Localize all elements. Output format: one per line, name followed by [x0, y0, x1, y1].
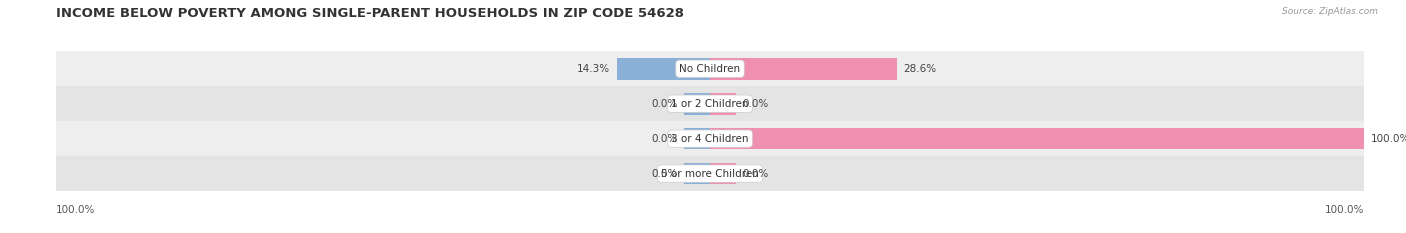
Text: INCOME BELOW POVERTY AMONG SINGLE-PARENT HOUSEHOLDS IN ZIP CODE 54628: INCOME BELOW POVERTY AMONG SINGLE-PARENT… — [56, 7, 685, 20]
Bar — [56, 51, 1364, 86]
Bar — [56, 121, 1364, 156]
Bar — [683, 93, 710, 114]
Text: 28.6%: 28.6% — [904, 64, 936, 74]
Text: 0.0%: 0.0% — [651, 134, 678, 144]
Bar — [56, 86, 1364, 121]
Bar — [56, 156, 1364, 191]
Bar — [683, 128, 710, 150]
Text: 1 or 2 Children: 1 or 2 Children — [671, 99, 749, 109]
Text: 0.0%: 0.0% — [742, 169, 769, 178]
Text: No Children: No Children — [679, 64, 741, 74]
Text: 0.0%: 0.0% — [651, 169, 678, 178]
Text: 100.0%: 100.0% — [1324, 205, 1364, 215]
Text: 100.0%: 100.0% — [1371, 134, 1406, 144]
Bar — [683, 163, 710, 185]
Text: 5 or more Children: 5 or more Children — [661, 169, 759, 178]
Bar — [617, 58, 710, 80]
Text: 14.3%: 14.3% — [576, 64, 610, 74]
Bar — [710, 93, 737, 114]
Text: 0.0%: 0.0% — [742, 99, 769, 109]
Text: 0.0%: 0.0% — [651, 99, 678, 109]
Bar — [710, 163, 737, 185]
Text: 100.0%: 100.0% — [56, 205, 96, 215]
Text: 3 or 4 Children: 3 or 4 Children — [671, 134, 749, 144]
Text: Source: ZipAtlas.com: Source: ZipAtlas.com — [1282, 7, 1378, 16]
Bar — [710, 128, 1364, 150]
Bar — [710, 58, 897, 80]
